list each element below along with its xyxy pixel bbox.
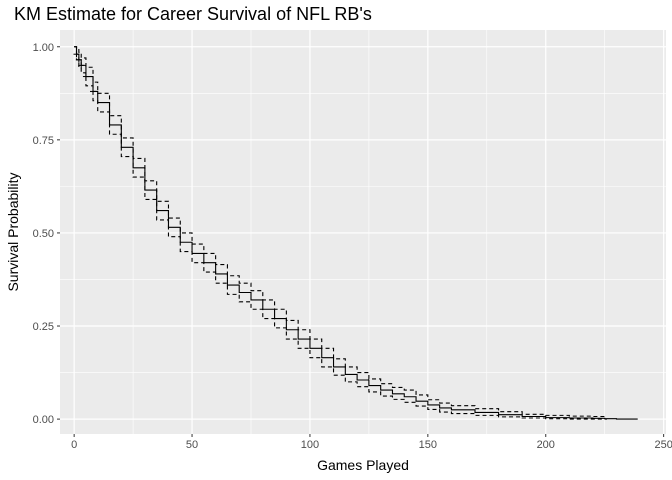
y-tick-label: 0.25	[33, 321, 54, 333]
y-tick-label: 1.00	[33, 42, 54, 54]
x-tick-label: 200	[537, 439, 555, 451]
survival-estimate-line	[74, 46, 638, 420]
y-axis-title: Survival Probability	[5, 172, 21, 291]
x-tick-label: 150	[419, 439, 437, 451]
plot-panel	[60, 30, 666, 434]
x-axis-ticks: 0 50 100 150 200 250	[71, 434, 672, 451]
y-tick-label: 0.75	[33, 135, 54, 147]
x-axis-title: Games Played	[317, 457, 409, 473]
x-tick-label: 50	[186, 439, 198, 451]
series-layer	[73, 46, 638, 420]
x-tick-label: 250	[654, 439, 672, 451]
upper-confidence-line	[74, 46, 608, 418]
lower-confidence-line	[74, 46, 608, 420]
y-tick-label: 0.00	[33, 414, 54, 426]
x-tick-label: 0	[71, 439, 77, 451]
grid-minor	[60, 30, 666, 434]
y-tick-label: 0.50	[33, 228, 54, 240]
x-tick-label: 100	[301, 439, 319, 451]
y-axis-ticks: 0.00 0.25 0.50 0.75 1.00	[33, 42, 60, 426]
chart-title: KM Estimate for Career Survival of NFL R…	[14, 4, 372, 24]
